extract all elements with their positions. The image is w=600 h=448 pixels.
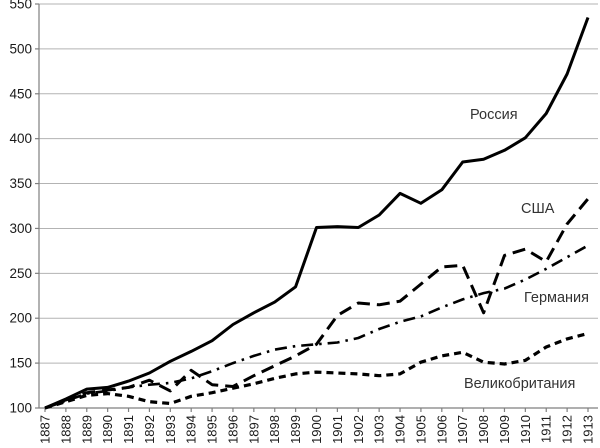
x-tick-label: 1905 (413, 415, 428, 444)
x-tick-label: 1893 (163, 415, 178, 444)
gridlines (39, 3, 598, 364)
x-tick-label: 1909 (497, 415, 512, 444)
y-tick-label: 500 (9, 41, 32, 56)
y-tick-label: 250 (9, 266, 32, 281)
x-tick-label: 1907 (455, 415, 470, 444)
x-tick-label: 1903 (372, 415, 387, 444)
x-tick-label: 1888 (58, 415, 73, 444)
x-tick-label: 1913 (581, 415, 596, 444)
series-label-russia: Россия (470, 107, 518, 123)
y-tick-label: 200 (9, 311, 32, 326)
x-tick-label: 1891 (121, 415, 136, 444)
y-tick-label: 100 (9, 401, 32, 416)
series-line-usa (44, 197, 590, 410)
series-usa: США (44, 197, 590, 410)
x-tick-label: 1912 (560, 415, 575, 444)
x-tick-label: 1894 (184, 415, 199, 444)
series-germany: Германия (44, 244, 589, 410)
x-tick-label: 1898 (267, 415, 282, 444)
y-tick-label: 550 (9, 0, 32, 12)
series-line-germany (44, 244, 589, 410)
x-tick-label: 1904 (393, 415, 408, 444)
x-tick-label: 1895 (205, 415, 220, 444)
x-tick-label: 1899 (288, 415, 303, 444)
x-tick-label: 1910 (518, 415, 533, 444)
x-tick-label: 1900 (309, 415, 324, 444)
x-tick-label: 1897 (246, 415, 261, 444)
axes (38, 4, 598, 409)
y-tick-label: 350 (9, 176, 32, 191)
x-tick-label: 1911 (539, 415, 554, 443)
x-tick-label: 1892 (142, 415, 157, 444)
x-tick-label: 1887 (38, 415, 53, 444)
x-tick-label: 1889 (79, 415, 94, 444)
series-line-uk (44, 331, 589, 410)
y-tick-label: 300 (9, 221, 32, 236)
series-line-russia (44, 16, 590, 410)
y-tick-label: 450 (9, 86, 32, 101)
series-russia: Россия (44, 16, 590, 410)
series-label-uk: Великобритания (464, 376, 575, 392)
series-uk: Великобритания (44, 331, 589, 410)
x-axis-labels: 1887 1888 1889 1890 1891 1892 1893 1894 1895 1896… (38, 408, 596, 444)
x-tick-label: 1908 (476, 415, 491, 444)
series-label-usa: США (521, 201, 555, 217)
y-axis-labels: 100 150 200 250 300 350 400 450 500 550 (9, 0, 39, 416)
series-label-germany: Германия (524, 290, 589, 306)
x-tick-label: 1896 (225, 415, 240, 444)
x-tick-label: 1906 (434, 415, 449, 444)
y-tick-label: 150 (9, 356, 32, 371)
x-tick-label: 1901 (330, 415, 345, 444)
y-tick-label: 400 (9, 131, 32, 146)
x-tick-label: 1890 (100, 415, 115, 444)
x-tick-label: 1902 (351, 415, 366, 444)
